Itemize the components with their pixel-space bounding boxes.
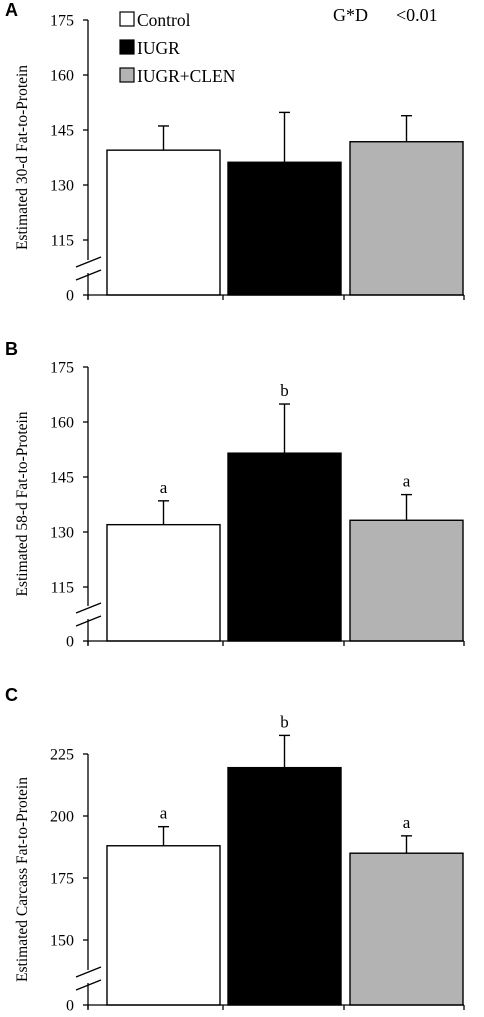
panel-label-c: C: [5, 685, 18, 705]
legend-swatch-control: [119, 11, 135, 27]
axis-break-mark-b: [75, 615, 102, 627]
bar-a-1: [106, 149, 221, 296]
bar-b-3: [349, 519, 464, 642]
legend-swatch-iugr: [119, 39, 135, 55]
bar-b-1: [106, 523, 221, 642]
panel-label-a: A: [5, 0, 18, 20]
y-tick-label-a: 160: [50, 68, 74, 85]
y-tick-label-c: 150: [50, 933, 74, 950]
y-tick-label-b: 145: [50, 470, 74, 487]
y-axis-label-b: Estimated 58-d Fat-to-Protein: [14, 411, 31, 596]
bar-c-2: [227, 766, 342, 1006]
panel-b: B Estimated 58-d Fat-to-Protein a b a 115 130 1…: [5, 339, 465, 651]
y-axis-label-c: Estimated Carcass Fat-to-Protein: [14, 777, 31, 982]
significance-letter-c-3: a: [403, 813, 411, 832]
y-tick-label-c: 225: [50, 747, 74, 764]
interaction-term: G*D: [333, 5, 368, 25]
y-tick-label-b: 115: [51, 580, 74, 597]
panels: A Estimated 30-d Fat-to-Protein 115 130 145 1…: [5, 0, 465, 1015]
y-tick-label-zero-c: 0: [66, 998, 74, 1015]
bar-c-3: [349, 852, 464, 1006]
y-tick-label-b: 130: [50, 525, 74, 542]
bar-a-3: [349, 141, 464, 296]
y-axis-label-a: Estimated 30-d Fat-to-Protein: [14, 65, 31, 250]
panel-a: A Estimated 30-d Fat-to-Protein 115 130 145 1…: [5, 0, 465, 305]
y-tick-label-a: 145: [50, 123, 74, 140]
axis-break-mark-c: [75, 979, 102, 991]
y-tick-label-a: 175: [50, 13, 74, 30]
axis-break-mark-a: [75, 269, 102, 281]
interaction-p-value: <0.01: [396, 5, 438, 25]
y-tick-label-a: 130: [50, 178, 74, 195]
legend-swatch-iugr-clen: [119, 67, 135, 83]
legend-label-iugr-clen: IUGR+CLEN: [137, 66, 236, 86]
axis-break-mark-a: [75, 256, 102, 268]
y-tick-label-c: 175: [50, 871, 74, 888]
significance-letter-c-1: a: [160, 804, 168, 823]
interaction-annotation: G*D <0.01: [333, 5, 438, 25]
bar-b-2: [227, 452, 342, 642]
significance-letter-b-3: a: [403, 472, 411, 491]
significance-letter-b-1: a: [160, 478, 168, 497]
significance-letter-b-2: b: [280, 381, 289, 400]
y-tick-label-b: 160: [50, 415, 74, 432]
panel-label-b: B: [5, 339, 18, 359]
panel-c: C Estimated Carcass Fat-to-Protein a b a 150 1…: [5, 685, 465, 1015]
significance-letter-c-2: b: [280, 712, 289, 731]
y-tick-label-b: 175: [50, 360, 74, 377]
y-tick-label-zero-a: 0: [66, 288, 74, 305]
legend-label-control: Control: [137, 10, 191, 30]
bar-a-2: [227, 161, 342, 296]
bar-c-1: [106, 845, 221, 1006]
y-tick-label-zero-b: 0: [66, 634, 74, 651]
y-tick-label-c: 200: [50, 809, 74, 826]
axis-break-mark-c: [75, 966, 102, 978]
axis-break-mark-b: [75, 602, 102, 614]
y-tick-label-a: 115: [51, 233, 74, 250]
legend: Control IUGR IUGR+CLEN: [119, 10, 236, 86]
legend-label-iugr: IUGR: [137, 38, 180, 58]
